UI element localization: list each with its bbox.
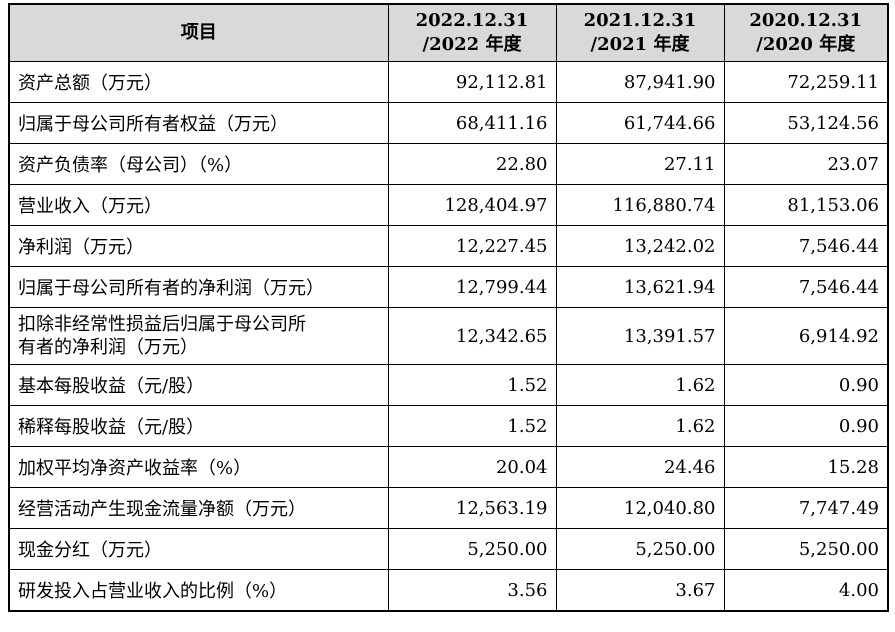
cell-2022: 1.52: [387, 405, 557, 447]
table-row: 加权平均净资产收益率（%） 20.04 24.46 15.28: [8, 446, 889, 488]
cell-2020: 6,914.92: [723, 307, 889, 365]
cell-2022: 12,342.65: [387, 307, 557, 365]
table-row: 资产负债率（母公司）（%） 22.80 27.11 23.07: [8, 143, 889, 185]
cell-2020: 53,124.56: [723, 102, 889, 144]
row-label: 扣除非经常性损益后归属于母公司所 有者的净利润（万元）: [8, 307, 389, 365]
cell-2021: 1.62: [555, 405, 725, 447]
cell-2020: 5,250.00: [723, 528, 889, 570]
header-item-label: 项目: [180, 22, 217, 43]
header-item: 项目: [8, 3, 389, 62]
header-row: 项目 2022.12.31/2022 年度 2021.12.31/2021 年度…: [8, 3, 889, 62]
header-2022-line2: /2022 年度: [422, 34, 522, 55]
table-row: 现金分红（万元） 5,250.00 5,250.00 5,250.00: [8, 528, 889, 570]
cell-2020: 7,546.44: [723, 266, 889, 308]
table-row: 营业收入（万元） 128,404.97 116,880.74 81,153.06: [8, 184, 889, 226]
row-label: 经营活动产生现金流量净额（万元）: [8, 487, 389, 529]
cell-2021: 61,744.66: [555, 102, 725, 144]
cell-2022: 22.80: [387, 143, 557, 185]
row-label: 净利润（万元）: [8, 225, 389, 267]
header-2022: 2022.12.31/2022 年度: [387, 3, 557, 62]
cell-2022: 1.52: [387, 364, 557, 406]
cell-2022: 128,404.97: [387, 184, 557, 226]
cell-2020: 23.07: [723, 143, 889, 185]
cell-2020: 4.00: [723, 569, 889, 612]
cell-2021: 13,621.94: [555, 266, 725, 308]
cell-2022: 12,227.45: [387, 225, 557, 267]
row-label: 加权平均净资产收益率（%）: [8, 446, 389, 488]
cell-2020: 7,747.49: [723, 487, 889, 529]
cell-2022: 12,563.19: [387, 487, 557, 529]
cell-2020: 0.90: [723, 405, 889, 447]
table-row: 扣除非经常性损益后归属于母公司所 有者的净利润（万元） 12,342.65 13,…: [8, 307, 889, 365]
row-label: 归属于母公司所有者的净利润（万元）: [8, 266, 389, 308]
row-label: 现金分红（万元）: [8, 528, 389, 570]
cell-2022: 3.56: [387, 569, 557, 612]
table-row: 基本每股收益（元/股） 1.52 1.62 0.90: [8, 364, 889, 406]
cell-2021: 12,040.80: [555, 487, 725, 529]
cell-2021: 87,941.90: [555, 61, 725, 103]
cell-2021: 27.11: [555, 143, 725, 185]
row-label: 归属于母公司所有者权益（万元）: [8, 102, 389, 144]
financial-summary-table: 项目 2022.12.31/2022 年度 2021.12.31/2021 年度…: [8, 3, 889, 612]
header-2020-line2: /2020 年度: [756, 34, 856, 55]
row-label: 基本每股收益（元/股）: [8, 364, 389, 406]
table-row: 净利润（万元） 12,227.45 13,242.02 7,546.44: [8, 225, 889, 267]
cell-2022: 20.04: [387, 446, 557, 488]
row-label: 研发投入占营业收入的比例（%）: [8, 569, 389, 612]
row-label: 资产总额（万元）: [8, 61, 389, 103]
row-label: 稀释每股收益（元/股）: [8, 405, 389, 447]
header-2020: 2020.12.31/2020 年度: [723, 3, 889, 62]
header-2020-line1: 2020.12.31: [749, 10, 863, 31]
header-2021-line1: 2021.12.31: [583, 10, 697, 31]
header-2021: 2021.12.31/2021 年度: [555, 3, 725, 62]
cell-2020: 0.90: [723, 364, 889, 406]
cell-2020: 81,153.06: [723, 184, 889, 226]
financial-summary-table-container: 项目 2022.12.31/2022 年度 2021.12.31/2021 年度…: [8, 3, 889, 612]
cell-2021: 13,242.02: [555, 225, 725, 267]
table-row: 经营活动产生现金流量净额（万元） 12,563.19 12,040.80 7,7…: [8, 487, 889, 529]
cell-2020: 7,546.44: [723, 225, 889, 267]
row-label: 营业收入（万元）: [8, 184, 389, 226]
table-row: 研发投入占营业收入的比例（%） 3.56 3.67 4.00: [8, 569, 889, 612]
cell-2022: 92,112.81: [387, 61, 557, 103]
cell-2020: 72,259.11: [723, 61, 889, 103]
cell-2021: 1.62: [555, 364, 725, 406]
header-2022-line1: 2022.12.31: [415, 10, 529, 31]
cell-2021: 24.46: [555, 446, 725, 488]
row-label: 资产负债率（母公司）（%）: [8, 143, 389, 185]
table-row: 资产总额（万元） 92,112.81 87,941.90 72,259.11: [8, 61, 889, 103]
cell-2021: 116,880.74: [555, 184, 725, 226]
cell-2021: 13,391.57: [555, 307, 725, 365]
cell-2021: 3.67: [555, 569, 725, 612]
cell-2021: 5,250.00: [555, 528, 725, 570]
cell-2022: 5,250.00: [387, 528, 557, 570]
cell-2020: 15.28: [723, 446, 889, 488]
header-2021-line2: /2021 年度: [590, 34, 690, 55]
row-label-line2: 有者的净利润（万元）: [18, 337, 198, 358]
table-row: 归属于母公司所有者权益（万元） 68,411.16 61,744.66 53,1…: [8, 102, 889, 144]
cell-2022: 12,799.44: [387, 266, 557, 308]
table-row: 稀释每股收益（元/股） 1.52 1.62 0.90: [8, 405, 889, 447]
table-row: 归属于母公司所有者的净利润（万元） 12,799.44 13,621.94 7,…: [8, 266, 889, 308]
row-label-line1: 扣除非经常性损益后归属于母公司所: [18, 314, 306, 335]
cell-2022: 68,411.16: [387, 102, 557, 144]
